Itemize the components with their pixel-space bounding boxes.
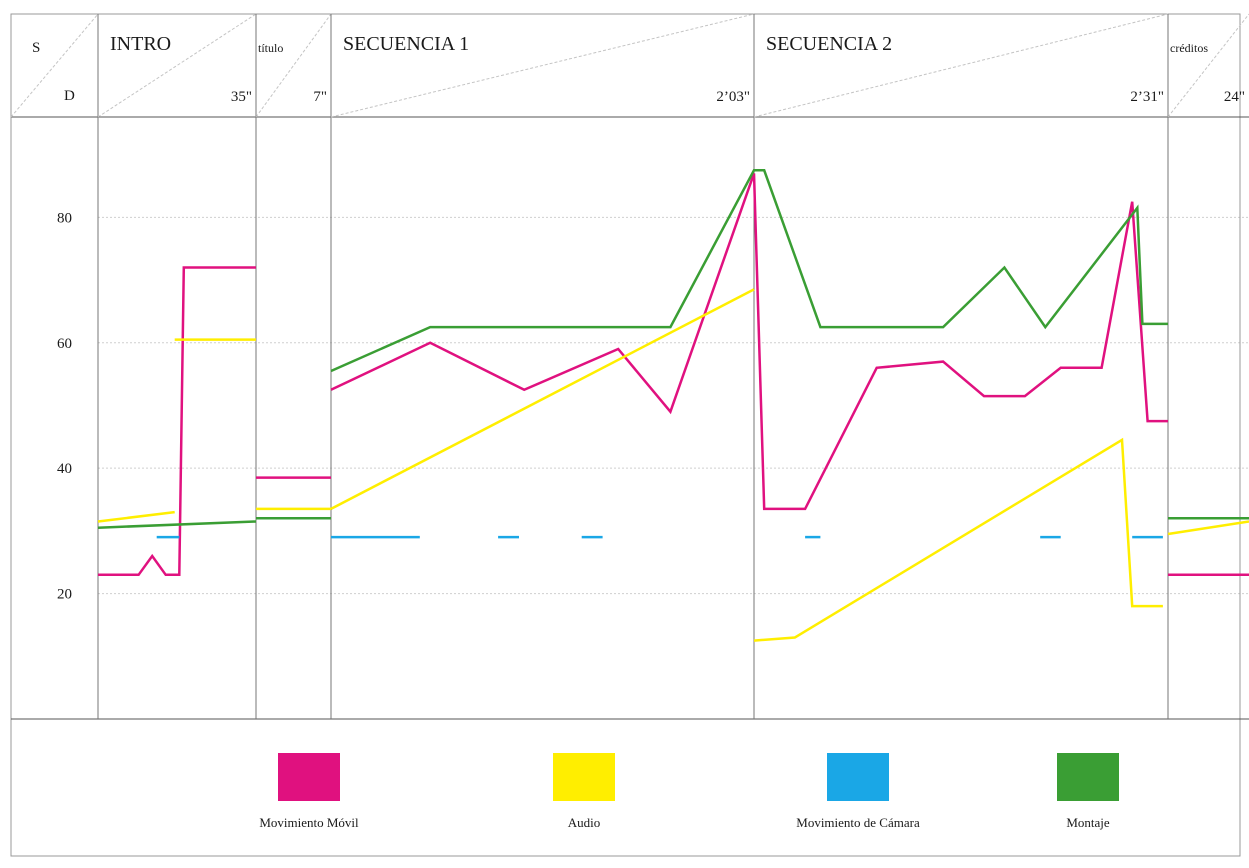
series-line <box>97 520 257 529</box>
section-label-creditos: créditos <box>1170 41 1208 55</box>
y-tick-label: 60 <box>57 336 72 352</box>
legend: Movimiento Móvil Audio Movimiento de Cámar… <box>259 753 1119 830</box>
section-duration-sec2: 2’31" <box>1130 89 1164 105</box>
legend-label: Movimiento de Cámara <box>796 815 920 830</box>
s-label: S <box>32 40 40 56</box>
section-duration-titulo: 7" <box>313 89 327 105</box>
section-label-sec2: SECUENCIA 2 <box>766 33 892 55</box>
legend-label: Audio <box>568 815 601 830</box>
legend-label: Movimiento Móvil <box>259 815 359 830</box>
header-diagonal <box>97 13 257 118</box>
y-axis: 20 40 60 80 <box>57 210 72 602</box>
legend-swatch <box>827 753 889 801</box>
legend-label: Montaje <box>1066 815 1110 830</box>
sections: INTRO 35" título 7" SECUENCIA 1 2’03" SECUENCI… <box>10 13 1249 719</box>
series-0 <box>98 172 1249 577</box>
header-diagonal <box>330 13 755 118</box>
series-line <box>330 172 1168 511</box>
series-line <box>753 437 1163 642</box>
header-diagonal <box>255 13 332 118</box>
series-3 <box>97 169 1249 529</box>
legend-swatch <box>553 753 615 801</box>
frame <box>10 13 1249 857</box>
section-header: S D <box>32 40 75 104</box>
section-duration-sec1: 2’03" <box>716 89 750 105</box>
y-tick-label: 80 <box>57 210 72 226</box>
header-diagonal <box>753 13 1169 118</box>
series-line <box>98 266 256 577</box>
section-label-sec1: SECUENCIA 1 <box>343 33 469 55</box>
section-duration-intro: 35" <box>231 89 252 105</box>
series-line <box>330 288 755 511</box>
legend-swatch <box>1057 753 1119 801</box>
legend-swatch <box>278 753 340 801</box>
header-diagonal <box>1167 13 1249 118</box>
y-tick-label: 40 <box>57 461 72 477</box>
series-1 <box>97 288 1249 642</box>
section-duration-creditos: 24" <box>1224 89 1245 105</box>
y-tick-label: 20 <box>57 587 72 603</box>
series-line <box>97 510 175 523</box>
series-lines <box>97 169 1249 642</box>
section-label-intro: INTRO <box>110 33 171 55</box>
section-label-titulo: título <box>258 41 283 55</box>
series-line <box>1167 520 1249 536</box>
d-label: D <box>64 88 75 104</box>
header-diagonal <box>10 13 99 118</box>
series-line <box>330 169 1168 373</box>
